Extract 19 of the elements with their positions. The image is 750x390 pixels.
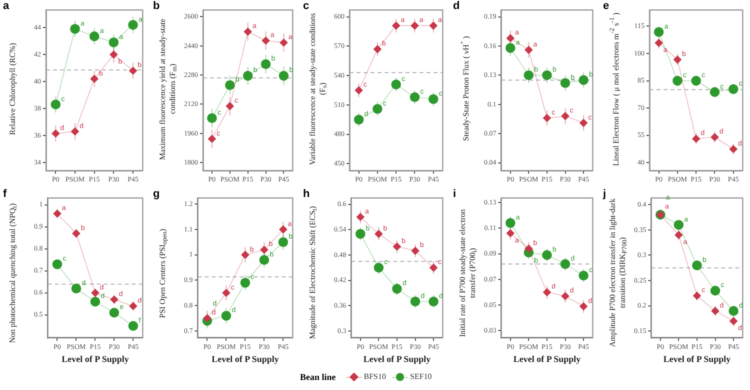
legend-label: BFS10 <box>362 372 386 381</box>
chart-title: c <box>303 0 310 12</box>
chart-title: b <box>153 0 160 12</box>
x-axis-title: Level of P Supply <box>663 354 732 364</box>
legend-label: SEF10 <box>409 372 432 381</box>
chart-title: f <box>3 188 7 200</box>
chart-title: a <box>3 0 10 12</box>
x-axis-title: Level of P Supply <box>363 354 432 364</box>
chart-title: e <box>603 0 610 12</box>
chart-title: i <box>453 188 456 200</box>
x-axis-title: Level of P Supply <box>62 354 130 364</box>
x-axis-title: Level of P Supply <box>513 354 582 364</box>
x-axis-title: Level of P Supply <box>212 354 280 364</box>
chart-title: h <box>303 188 310 200</box>
chart-title: j <box>603 188 606 200</box>
y-axis-title: Relative Chlorophyll (RC%) <box>8 42 18 137</box>
legend-title: Bean line <box>300 372 336 382</box>
chart-title: d <box>453 0 460 12</box>
chart-title: g <box>153 188 160 200</box>
